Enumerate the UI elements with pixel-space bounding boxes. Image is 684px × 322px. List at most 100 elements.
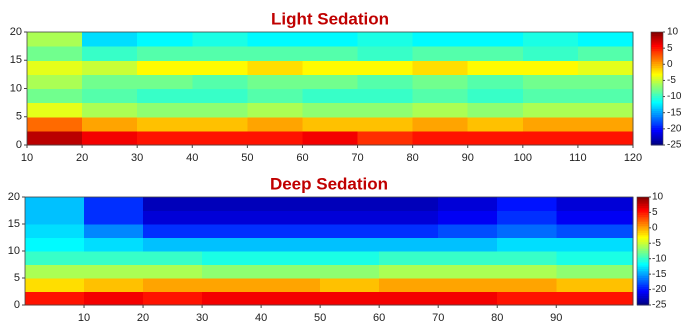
- x-tick-label: 90: [550, 312, 562, 322]
- heatmap-cell: [438, 251, 498, 265]
- x-tick-label: 80: [491, 312, 503, 322]
- heatmap-cell: [302, 102, 359, 118]
- heatmap-cell: [143, 264, 203, 279]
- x-tick-label: 90: [462, 152, 474, 164]
- heatmap-cell: [192, 116, 248, 132]
- x-tick-label: 40: [255, 312, 267, 322]
- heatmap-cell: [497, 197, 557, 211]
- heatmap-cell: [202, 251, 262, 265]
- heatmap-cell: [577, 74, 634, 89]
- x-tick-label: 100: [514, 152, 532, 164]
- colorbar-segment: [651, 37, 663, 41]
- colorbar-segment: [637, 252, 649, 256]
- colorbar-segment: [651, 73, 663, 76]
- heatmap-cell: [25, 210, 85, 225]
- heatmap-cell: [84, 210, 144, 225]
- heatmap-cell: [357, 32, 414, 47]
- heatmap-cell: [27, 32, 83, 47]
- y-tick-label: 0: [14, 299, 20, 311]
- heatmap-cell: [577, 88, 634, 104]
- colorbar-segment: [651, 43, 663, 46]
- heatmap-cell: [27, 102, 83, 118]
- colorbar-segment: [651, 54, 663, 57]
- heatmap-cell: [412, 130, 469, 146]
- heatmap-cell: [82, 88, 138, 104]
- heatmap-cell: [320, 251, 380, 265]
- x-tick-label: 40: [186, 152, 198, 164]
- heatmap-cell: [202, 197, 262, 211]
- colorbar-segment: [637, 236, 649, 239]
- x-tick-label: 20: [137, 312, 149, 322]
- colorbar-segment: [651, 131, 663, 135]
- heatmap-cell: [202, 210, 262, 225]
- heatmap-cell: [556, 237, 634, 252]
- heatmap-cell: [261, 210, 321, 225]
- colorbar-segment: [651, 39, 663, 42]
- colorbar-segment: [637, 233, 649, 236]
- heatmap-cell: [522, 46, 579, 61]
- heatmap-cell: [84, 251, 144, 265]
- colorbar-tick-label: -5: [667, 75, 676, 86]
- colorbar-segment: [637, 247, 649, 250]
- colorbar-frame: [650, 31, 664, 146]
- heatmap-cell: [497, 224, 557, 238]
- y-tick-label: 5: [14, 272, 20, 284]
- colorbar-tick-label: -5: [652, 238, 661, 249]
- colorbar-segment: [651, 41, 663, 44]
- heatmap-cell: [357, 74, 414, 89]
- heatmap-cell: [84, 291, 144, 306]
- colorbar-segment: [637, 296, 649, 299]
- heatmap-cell: [192, 130, 248, 146]
- colorbar-segment: [637, 290, 649, 293]
- colorbar-segment: [637, 258, 649, 261]
- colorbar-segment: [637, 278, 649, 281]
- colorbar-tick-label: -10: [652, 253, 667, 264]
- heatmap-cell: [247, 88, 303, 104]
- heatmap-cell: [577, 116, 634, 132]
- heatmap-cell: [302, 88, 359, 104]
- heatmap-cell: [357, 46, 414, 61]
- colorbar-frame: [636, 196, 650, 306]
- colorbar-segment: [651, 122, 663, 125]
- heatmap-cell: [261, 291, 321, 306]
- heatmap-cell: [320, 197, 380, 211]
- colorbar-segment: [651, 48, 663, 52]
- heatmap-cell: [82, 32, 138, 47]
- heatmap-cell: [556, 197, 634, 211]
- colorbar-segment: [637, 287, 649, 290]
- heatmap-cell: [467, 88, 524, 104]
- x-tick-label: 30: [131, 152, 143, 164]
- heatmap-cell: [467, 116, 524, 132]
- colorbar-segment: [637, 211, 649, 214]
- heatmap-cell: [202, 224, 262, 238]
- heatmap-cell: [467, 130, 524, 146]
- colorbar-segment: [637, 269, 649, 272]
- colorbar-segment: [651, 80, 663, 84]
- heatmap-cell: [84, 278, 144, 292]
- heatmap-cell: [143, 251, 203, 265]
- colorbar-segment: [637, 200, 649, 203]
- heatmap-cell: [438, 291, 498, 306]
- colorbar-segment: [651, 139, 663, 142]
- colorbar-segment: [651, 103, 663, 106]
- heatmap-cell: [192, 46, 248, 61]
- heatmap-cell: [320, 237, 380, 252]
- colorbar-segment: [637, 263, 649, 266]
- colorbar-segment: [651, 58, 663, 61]
- heatmap-cell: [25, 291, 85, 306]
- heatmap-cell: [82, 130, 138, 146]
- heatmap-cell: [556, 251, 634, 265]
- heatmap-cell: [192, 102, 248, 118]
- colorbar-segment: [637, 283, 649, 286]
- colorbar-tick-label: -25: [652, 300, 667, 311]
- heatmap-cell: [379, 264, 439, 279]
- heatmap-cell: [27, 60, 83, 75]
- colorbar-segment: [637, 254, 649, 257]
- heatmap-cell: [302, 130, 359, 146]
- colorbar-segment: [651, 101, 663, 105]
- heatmap-cell: [438, 224, 498, 238]
- heatmap-cell: [412, 102, 469, 118]
- x-tick-label: 120: [624, 152, 642, 164]
- chart-title: Light Sedation: [271, 9, 389, 28]
